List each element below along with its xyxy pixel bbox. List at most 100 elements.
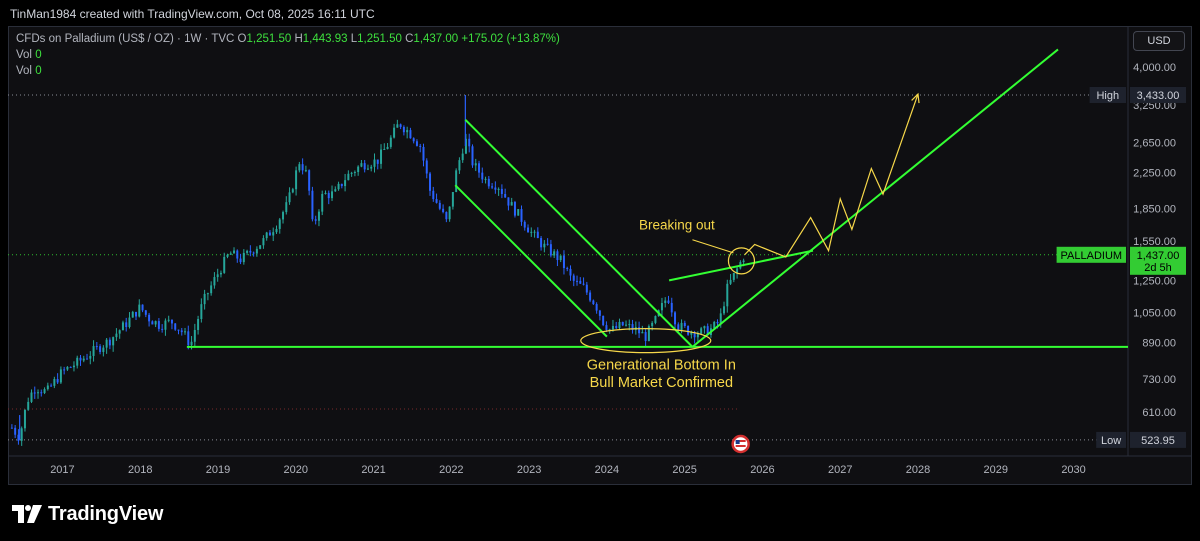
candle-body: [478, 163, 481, 173]
candle-body: [255, 248, 258, 254]
candle-body: [611, 325, 614, 330]
candle-body: [576, 280, 579, 282]
candle-body: [357, 166, 360, 173]
candle-body: [154, 321, 157, 325]
high-tag-label: High: [1096, 90, 1119, 102]
x-tick-label: 2030: [1061, 464, 1085, 476]
currency-button[interactable]: USD: [1133, 31, 1185, 51]
candle-body: [402, 126, 405, 133]
candle-body: [608, 329, 611, 331]
candle-body: [677, 324, 680, 330]
candle-body: [504, 193, 507, 198]
candle-body: [592, 300, 595, 305]
legend-high-label: H: [294, 33, 303, 45]
candle-body: [621, 321, 624, 326]
candle-body: [647, 326, 650, 342]
flag-stripe: [735, 440, 746, 442]
candle-body: [429, 173, 432, 191]
candle-body: [311, 190, 314, 220]
x-tick-label: 2017: [50, 464, 74, 476]
candle-body: [370, 166, 373, 169]
candle-body: [386, 146, 389, 150]
flag-canton: [735, 440, 740, 444]
x-tick-label: 2019: [206, 464, 230, 476]
candle-body: [595, 304, 598, 311]
candle-body: [108, 339, 111, 346]
candle-body: [442, 208, 445, 213]
candle-body: [347, 173, 350, 181]
candle-body: [298, 164, 301, 171]
candle-body: [239, 258, 242, 263]
candle-body: [59, 369, 62, 383]
candle-body: [314, 219, 317, 221]
low-tag-value: 523.95: [1141, 435, 1175, 447]
candles: [10, 94, 745, 446]
trendlines: [186, 48, 1128, 348]
candle-body: [569, 268, 572, 276]
legend-low: 1,251.50: [357, 33, 402, 45]
projection-arrowhead: [911, 92, 920, 104]
candle-body: [79, 357, 82, 361]
candle-body: [213, 277, 216, 286]
annotations: Breaking out Generational Bottom In Bull M…: [580, 217, 756, 454]
candle-body: [455, 170, 458, 192]
candle-body: [520, 209, 523, 222]
candle-body: [605, 325, 608, 330]
candle-body: [102, 347, 105, 352]
candle-body: [203, 293, 206, 305]
candle-body: [321, 193, 324, 212]
candle-body: [674, 312, 677, 325]
price-chart[interactable]: Breaking out Generational Bottom In Bull M…: [8, 26, 1192, 485]
candle-body: [161, 328, 164, 330]
candle-body: [628, 324, 631, 326]
candle-body: [399, 124, 402, 127]
candle-body: [37, 392, 40, 394]
candle-body: [696, 333, 699, 338]
candle-body: [76, 357, 79, 366]
candle-body: [723, 306, 726, 314]
candle-body: [242, 252, 245, 263]
grid: [8, 26, 1192, 457]
candle-body: [513, 202, 516, 216]
time-axis[interactable]: 2017 2018 2019 2020 2021 2022 2023 2024 2025 2026…: [50, 464, 1086, 476]
candle-body: [138, 304, 141, 317]
candle-body: [680, 322, 683, 330]
candle-body: [223, 256, 226, 273]
candle-body: [170, 319, 173, 324]
candle-body: [667, 300, 670, 303]
brand-text: TradingView: [48, 502, 164, 525]
candle-body: [380, 149, 383, 164]
last-price-tag-countdown: 2d 5h: [1144, 262, 1172, 274]
candle-body: [690, 332, 693, 335]
candle-body: [497, 188, 500, 190]
legend-change: +175.02 (+13.87%): [461, 33, 560, 45]
candle-body: [157, 321, 160, 329]
y-tick-label: 2,650.00: [1133, 137, 1176, 149]
candle-body: [687, 326, 690, 335]
candle-body: [282, 212, 285, 220]
legend-low-label: L: [350, 33, 358, 45]
x-tick-label: 2027: [828, 464, 852, 476]
candle-body: [43, 389, 46, 393]
candle-body: [301, 164, 304, 171]
candle-body: [99, 346, 102, 352]
low-tag-value-bg: [1130, 431, 1186, 448]
candle-body: [20, 428, 23, 441]
trendline-channel-upper: [464, 119, 694, 348]
price-axis[interactable]: 4,000.00 3,250.00 2,650.00 2,250.00 1,850.00…: [1133, 62, 1176, 419]
candle-body: [660, 303, 663, 311]
x-tick-label: 2028: [906, 464, 930, 476]
legend-open: 1,251.50: [246, 33, 292, 45]
candle-body: [337, 183, 340, 190]
candle-body: [736, 268, 739, 273]
candle-body: [644, 332, 647, 342]
y-tick-label: 1,850.00: [1133, 203, 1176, 215]
candle-body: [86, 358, 89, 360]
candle-body: [30, 392, 33, 402]
candle-body: [340, 183, 343, 187]
candle-body: [246, 250, 249, 253]
candle-body: [131, 311, 134, 318]
candle-body: [219, 272, 222, 275]
candle-body: [23, 409, 26, 429]
